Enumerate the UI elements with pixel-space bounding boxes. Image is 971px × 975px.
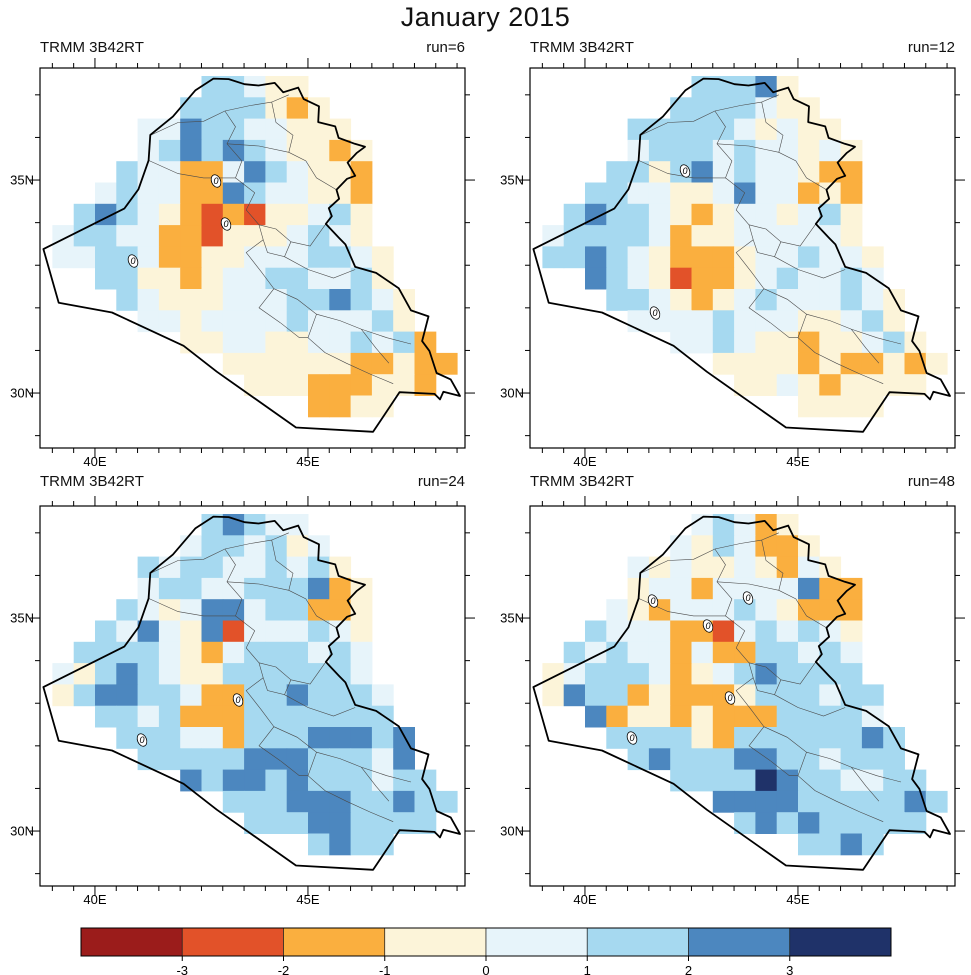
grid-cells xyxy=(542,514,948,856)
zero-contour-label: 0 xyxy=(139,735,144,745)
colorbar-tick-label: 1 xyxy=(584,963,591,975)
zero-contour-label: 0 xyxy=(682,166,687,176)
zero-contour-label: 0 xyxy=(727,693,732,703)
iraq-border xyxy=(532,515,951,871)
iraq-border xyxy=(42,77,461,433)
grid-cells xyxy=(52,76,458,418)
lat-tick-label: 35N xyxy=(500,173,524,188)
lon-tick-label: 45E xyxy=(786,454,809,469)
lon-tick-label: 45E xyxy=(296,892,319,907)
zero-contour-label: 0 xyxy=(235,695,240,705)
panel-run-label: run=6 xyxy=(426,39,465,56)
map-panel-run48: 0 0 0 0 0 35N 30N 40E 45E xyxy=(500,496,965,907)
panel-header-run24: TRMM 3B42RT run=24 xyxy=(40,474,465,490)
zero-contour-labels: 0 0 0 xyxy=(127,174,232,268)
panel-run-label: run=12 xyxy=(907,39,955,56)
zero-contour-label: 0 xyxy=(629,733,634,743)
zero-contour-label: 0 xyxy=(652,308,657,318)
colorbar-tick-label: -1 xyxy=(379,963,391,975)
plot-frame xyxy=(529,67,956,449)
lat-tick-label: 35N xyxy=(500,611,524,626)
lon-tick-label: 45E xyxy=(296,454,319,469)
lon-tick-label: 45E xyxy=(786,892,809,907)
lat-tick-label: 35N xyxy=(10,173,34,188)
zero-contour-label: 0 xyxy=(705,621,710,631)
panel-run-label: run=24 xyxy=(417,473,465,490)
zero-contour-label: 0 xyxy=(130,256,135,266)
zero-contour-label: 0 xyxy=(650,596,655,606)
plot-frame xyxy=(39,505,466,887)
zero-contour-labels: 00 xyxy=(649,164,691,320)
zero-contour-label: 0 xyxy=(745,593,750,603)
panel-dataset-label: TRMM 3B42RT xyxy=(530,473,634,490)
lon-tick-label: 40E xyxy=(573,892,596,907)
zero-contour-labels: 0 0 0 0 0 xyxy=(626,591,754,745)
colorbar: -3 -2 -1 0 1 2 3 xyxy=(80,927,892,975)
figure-title: January 2015 xyxy=(400,2,571,32)
colorbar-tick-label: -3 xyxy=(176,963,188,975)
colorbar-tick-label: -2 xyxy=(278,963,290,975)
panel-header-run6: TRMM 3B42RT run=6 xyxy=(40,40,465,56)
map-panel-run6: 0 0 0 35N 30N 40E 45E xyxy=(10,58,475,469)
panel-run-label: run=48 xyxy=(907,473,955,490)
plot-frame xyxy=(529,505,956,887)
panel-dataset-label: TRMM 3B42RT xyxy=(40,39,144,56)
zero-contour-label: 0 xyxy=(223,219,228,229)
lon-tick-label: 40E xyxy=(573,454,596,469)
governorate-borders xyxy=(148,532,412,822)
iraq-border xyxy=(42,515,461,871)
governorate-borders xyxy=(148,94,412,384)
colorbar-tick-label: 0 xyxy=(482,963,489,975)
lat-tick-label: 35N xyxy=(10,611,34,626)
zero-contour-label: 0 xyxy=(213,176,218,186)
lat-tick-label: 30N xyxy=(10,824,34,839)
axis-ticks xyxy=(30,58,475,458)
plot-frame xyxy=(39,67,466,449)
lat-tick-label: 30N xyxy=(500,824,524,839)
lat-tick-label: 30N xyxy=(500,386,524,401)
lon-tick-label: 40E xyxy=(83,892,106,907)
lon-tick-label: 40E xyxy=(83,454,106,469)
lat-tick-label: 30N xyxy=(10,386,34,401)
panel-dataset-label: TRMM 3B42RT xyxy=(40,473,144,490)
colorbar-ticks xyxy=(181,956,791,961)
colorbar-tick-label: 2 xyxy=(685,963,692,975)
axis-ticks xyxy=(520,496,965,896)
panel-header-run12: TRMM 3B42RT run=12 xyxy=(530,40,955,56)
panel-header-run48: TRMM 3B42RT run=48 xyxy=(530,474,955,490)
iraq-border xyxy=(532,77,951,433)
colorbar-tick-label: 3 xyxy=(786,963,793,975)
governorate-borders xyxy=(638,94,902,384)
panel-dataset-label: TRMM 3B42RT xyxy=(530,39,634,56)
zero-contour-labels: 00 xyxy=(136,693,244,747)
axis-ticks xyxy=(30,496,475,896)
governorate-borders xyxy=(638,532,902,822)
colorbar-segments xyxy=(80,927,892,957)
grid-cells xyxy=(52,514,458,856)
grid-cells xyxy=(542,76,948,418)
axis-ticks xyxy=(520,58,965,458)
